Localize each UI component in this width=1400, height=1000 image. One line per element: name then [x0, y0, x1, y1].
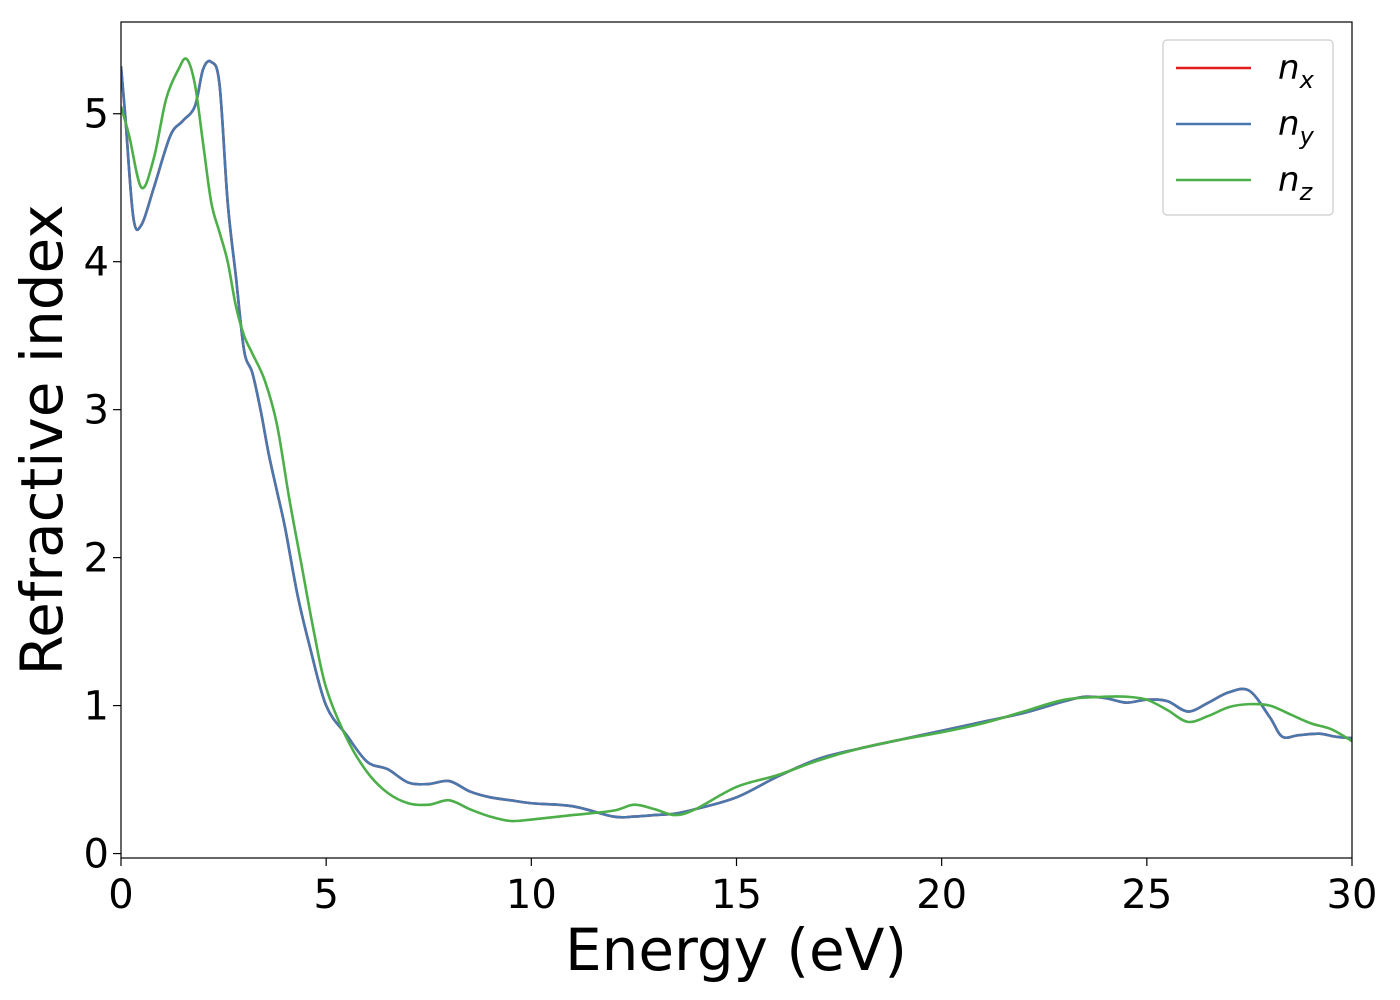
x-tick-label: 10 [506, 872, 557, 918]
legend-box [1162, 39, 1334, 216]
y-axis: 0 1 2 3 4 5 [84, 92, 121, 878]
x-axis: 0 5 10 15 20 25 30 [108, 858, 1377, 918]
y-tick-label: 2 [84, 536, 109, 582]
series-layer [121, 57, 1352, 823]
y-axis-title: Refractive index [8, 204, 76, 675]
x-tick-label: 30 [1327, 872, 1378, 918]
x-axis-title: Energy (eV) [565, 916, 907, 984]
x-tick-label: 20 [916, 872, 967, 918]
series-line-ny [121, 59, 1352, 819]
series-line-nz [121, 57, 1352, 823]
x-tick-label: 5 [313, 872, 338, 918]
y-tick-label: 0 [84, 832, 109, 878]
x-tick-label: 15 [711, 872, 762, 918]
y-tick-label: 1 [84, 684, 109, 730]
y-tick-label: 4 [84, 240, 109, 286]
x-tick-label: 25 [1121, 872, 1172, 918]
y-tick-label: 3 [84, 388, 109, 434]
y-tick-label: 5 [84, 92, 109, 138]
x-tick-label: 0 [108, 872, 133, 918]
